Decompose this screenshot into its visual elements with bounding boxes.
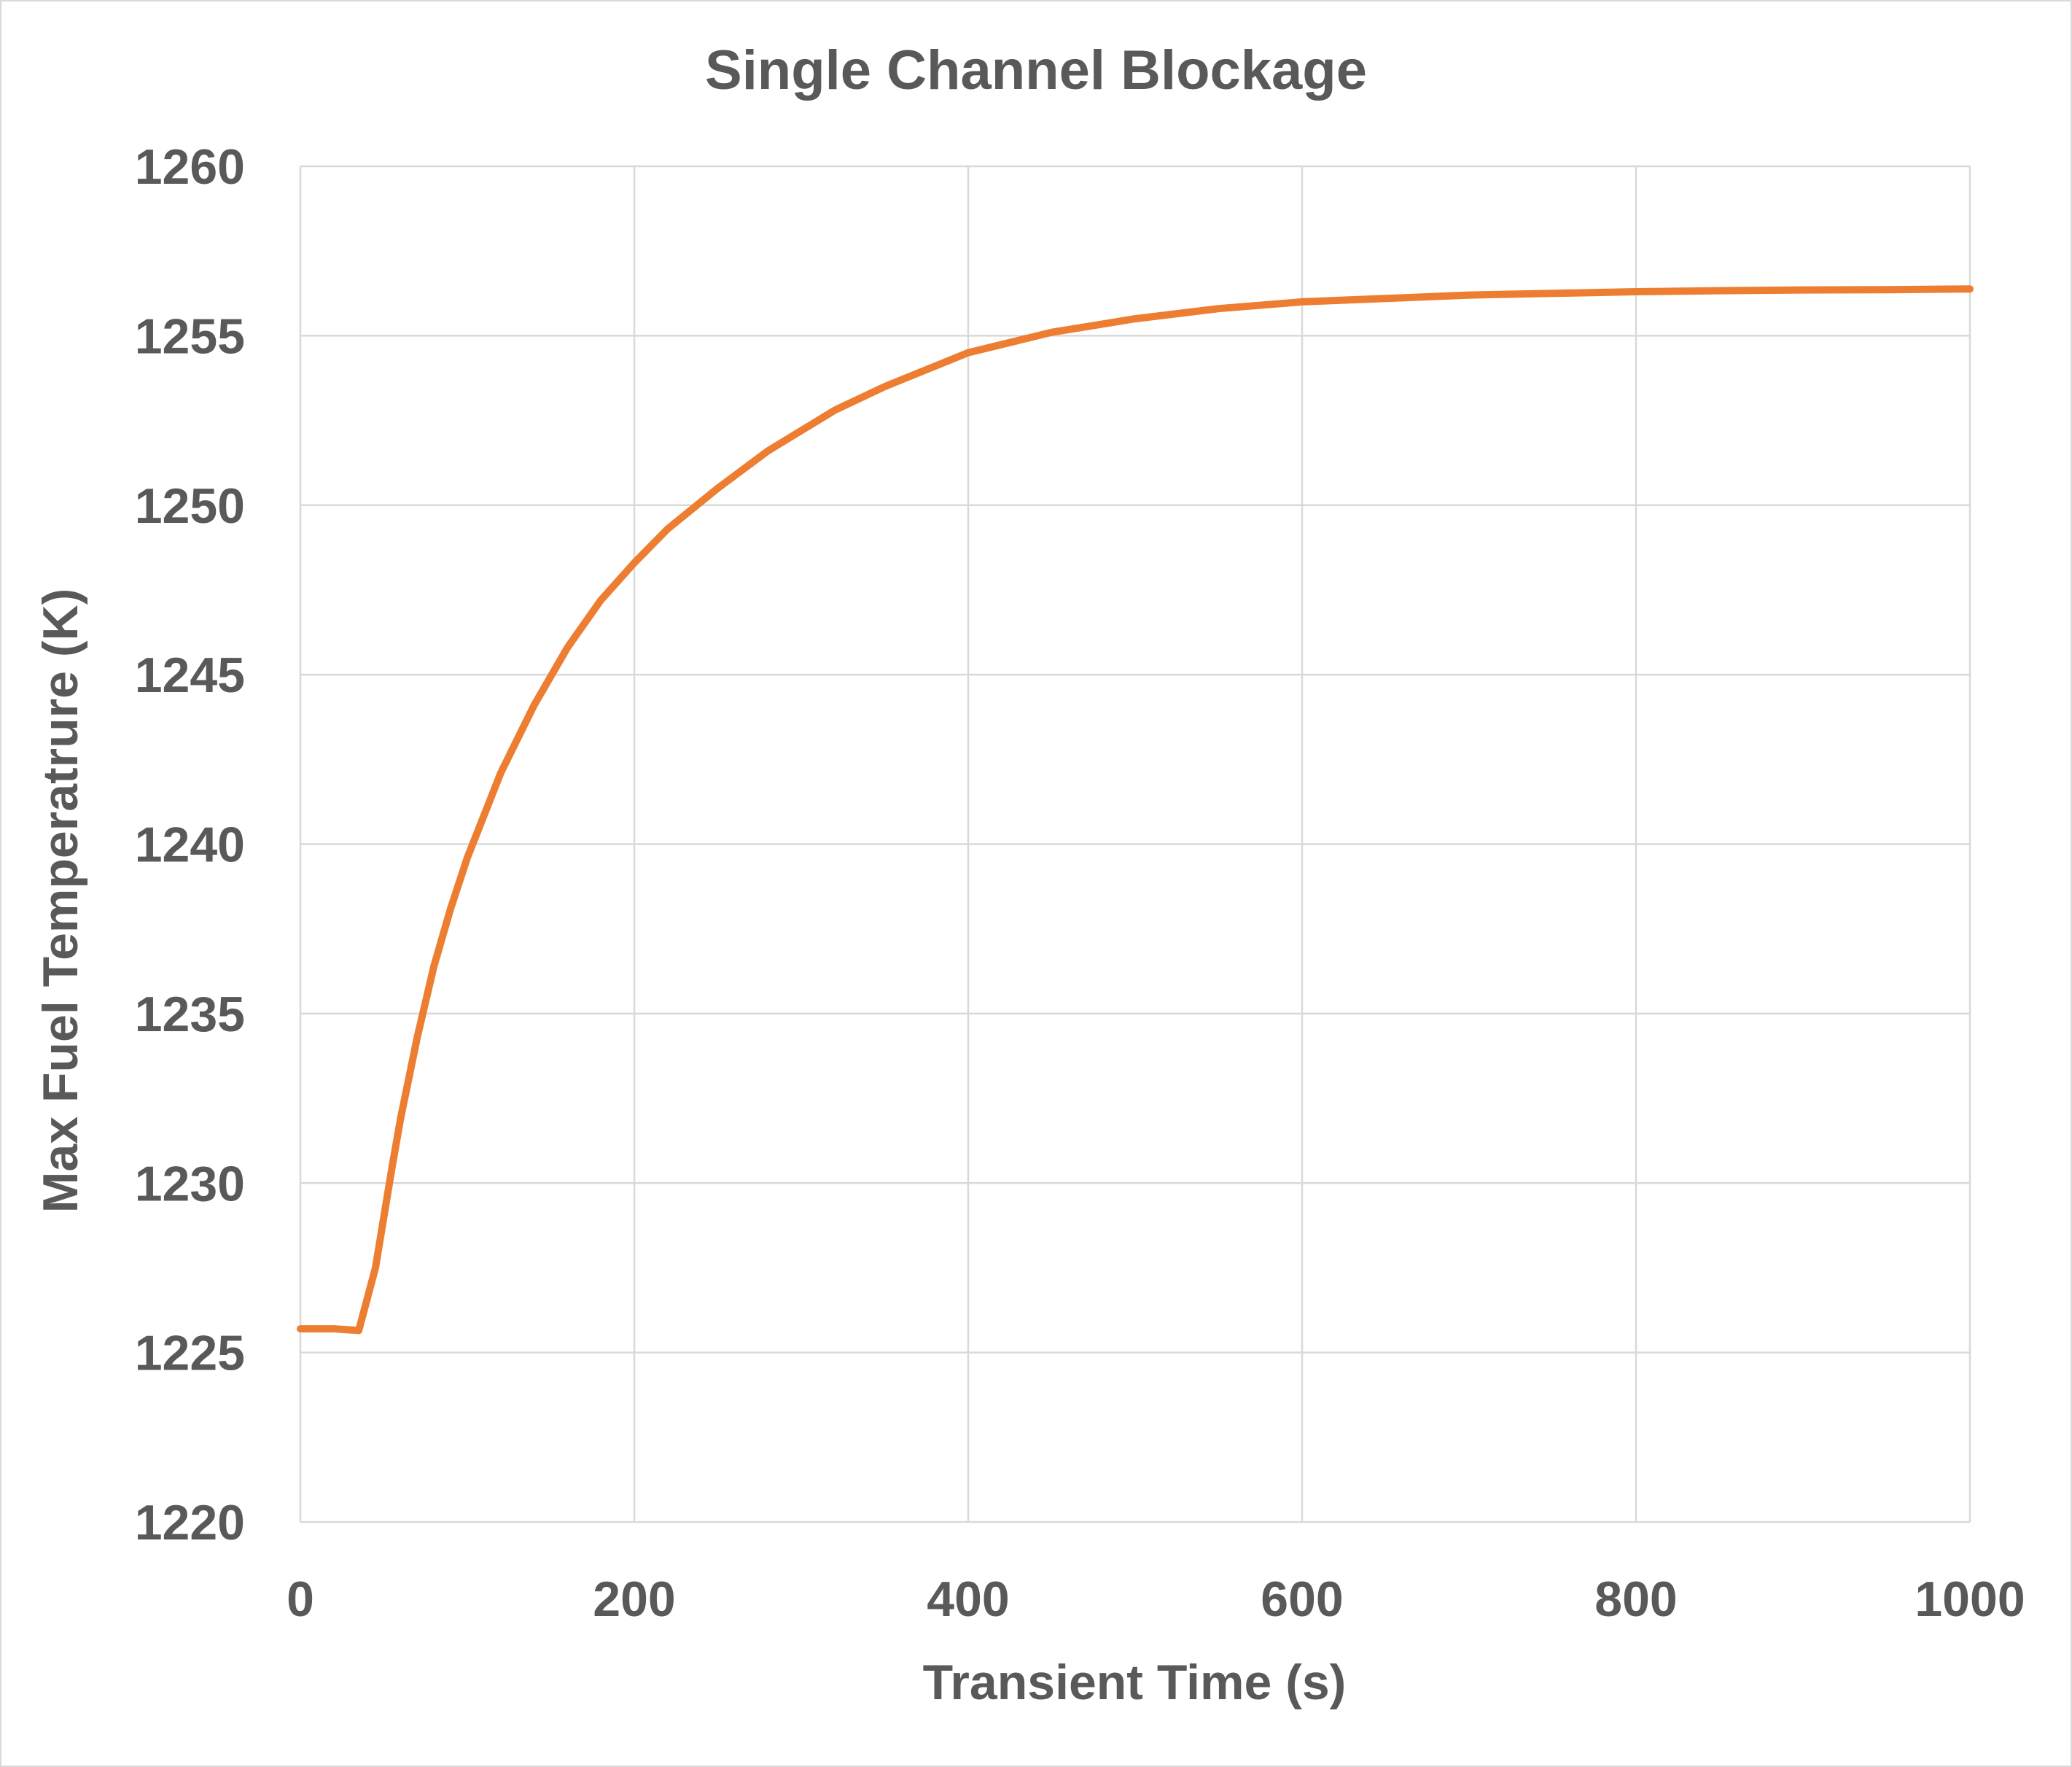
x-tick-label-400: 400 xyxy=(927,1572,1009,1627)
x-tick-label-200: 200 xyxy=(593,1572,675,1627)
x-axis-label: Transient Time (s) xyxy=(923,1655,1347,1710)
y-tick-labels: 1220 1225 1230 1235 1240 1245 1250 1255 1260 xyxy=(135,139,245,1550)
y-axis-label: Max Fuel Temperatrure (K) xyxy=(33,589,88,1213)
chart-title: Single Channel Blockage xyxy=(705,39,1367,101)
y-tick-label-1220: 1220 xyxy=(135,1495,245,1550)
x-tick-label-600: 600 xyxy=(1261,1572,1343,1627)
x-tick-label-800: 800 xyxy=(1594,1572,1677,1627)
x-tick-labels: 0 200 400 600 800 1000 xyxy=(287,1572,2025,1627)
y-tick-label-1225: 1225 xyxy=(135,1326,245,1381)
y-tick-label-1250: 1250 xyxy=(135,478,245,534)
x-tick-label-0: 0 xyxy=(287,1572,314,1627)
y-tick-label-1255: 1255 xyxy=(135,308,245,364)
series-line-0 xyxy=(297,285,1974,1335)
series-layer xyxy=(297,285,1974,1335)
y-tick-label-1240: 1240 xyxy=(135,818,245,873)
y-tick-label-1230: 1230 xyxy=(135,1156,245,1211)
x-tick-label-1000: 1000 xyxy=(1915,1572,2025,1627)
y-tick-label-1245: 1245 xyxy=(135,648,245,703)
gridlines xyxy=(299,165,1971,1523)
y-tick-label-1260: 1260 xyxy=(135,139,245,195)
y-tick-label-1235: 1235 xyxy=(135,987,245,1042)
